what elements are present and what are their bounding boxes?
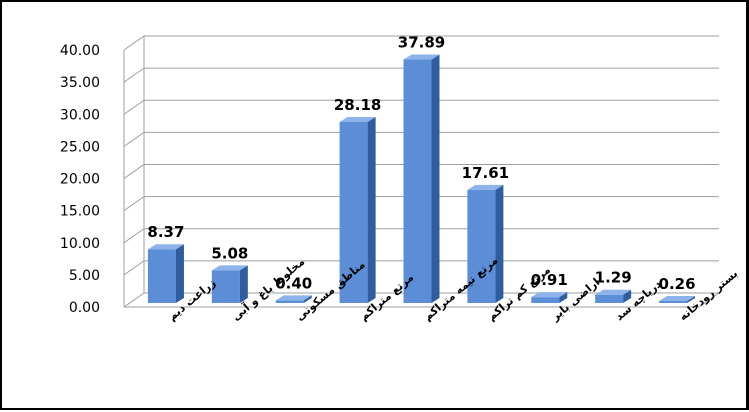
bar-front [531,297,560,303]
bar-top [403,54,440,60]
bar-top [595,289,632,295]
y-tick-label: 0.00 [69,300,100,316]
bar-top [275,295,312,301]
bar-side [687,296,696,303]
bar-top [659,296,696,301]
bar-side [431,54,440,304]
bars [147,54,696,304]
y-tick-label: 35.00 [60,75,100,91]
bar-side [623,289,632,303]
y-tick-label: 20.00 [60,172,100,188]
gridline-side [123,67,145,83]
gridline-side [123,35,145,51]
y-tick-label: 40.00 [60,43,100,59]
y-tick-label: 25.00 [60,139,100,155]
bar-front [595,294,624,303]
data-label: 17.61 [462,164,509,182]
gridline-side [123,164,145,179]
gridline-side [123,131,145,147]
bar-side [559,292,568,303]
bar-front [403,59,432,304]
bar [147,244,184,303]
bar-top [211,265,248,271]
gridline-side [123,196,145,212]
bar [467,184,504,303]
bar [211,265,248,303]
data-label: 28.18 [334,96,381,114]
bar-front [211,270,240,303]
data-label: 0.91 [531,271,568,289]
bar [595,289,632,303]
data-labels: 8.37 5.08 0.40 28.18 37.89 17.61 0.91 1.29 0.26 [147,34,695,293]
bar [403,54,440,304]
y-tick-label: 30.00 [60,107,100,123]
y-tick-label: 15.00 [60,204,100,220]
gridline-side [123,228,145,244]
bar-top [339,116,376,122]
bar-front [339,121,368,303]
bar-side [367,116,376,303]
bar [531,292,568,303]
data-label: 0.40 [275,274,312,292]
data-label: 37.89 [398,34,445,52]
gridline-side [123,99,145,115]
data-label: 5.08 [211,244,248,262]
bar-side [239,265,248,303]
bar-top [467,184,504,190]
bar-top [147,244,184,250]
gridline-side [123,292,145,308]
bar [659,296,696,303]
bar-side [175,244,184,303]
bar-front [147,249,176,303]
floor-edge [698,292,720,308]
data-label: 1.29 [595,269,632,287]
bar-top [531,292,568,298]
gridline-side [123,260,145,276]
bar-front [467,189,496,303]
y-tick-label: 10.00 [60,236,100,252]
bar-side [303,295,312,303]
bar [339,116,376,303]
bar [275,295,312,303]
data-label: 0.26 [659,275,696,293]
y-axis-ticks: 0.00 5.00 10.00 15.00 20.00 25.00 30.00 35.00 40… [60,43,100,316]
y-tick-label: 5.00 [69,268,100,284]
data-label: 8.37 [147,223,184,241]
bar-front [659,301,688,303]
bar-front [275,300,304,303]
bar-side [495,184,504,303]
